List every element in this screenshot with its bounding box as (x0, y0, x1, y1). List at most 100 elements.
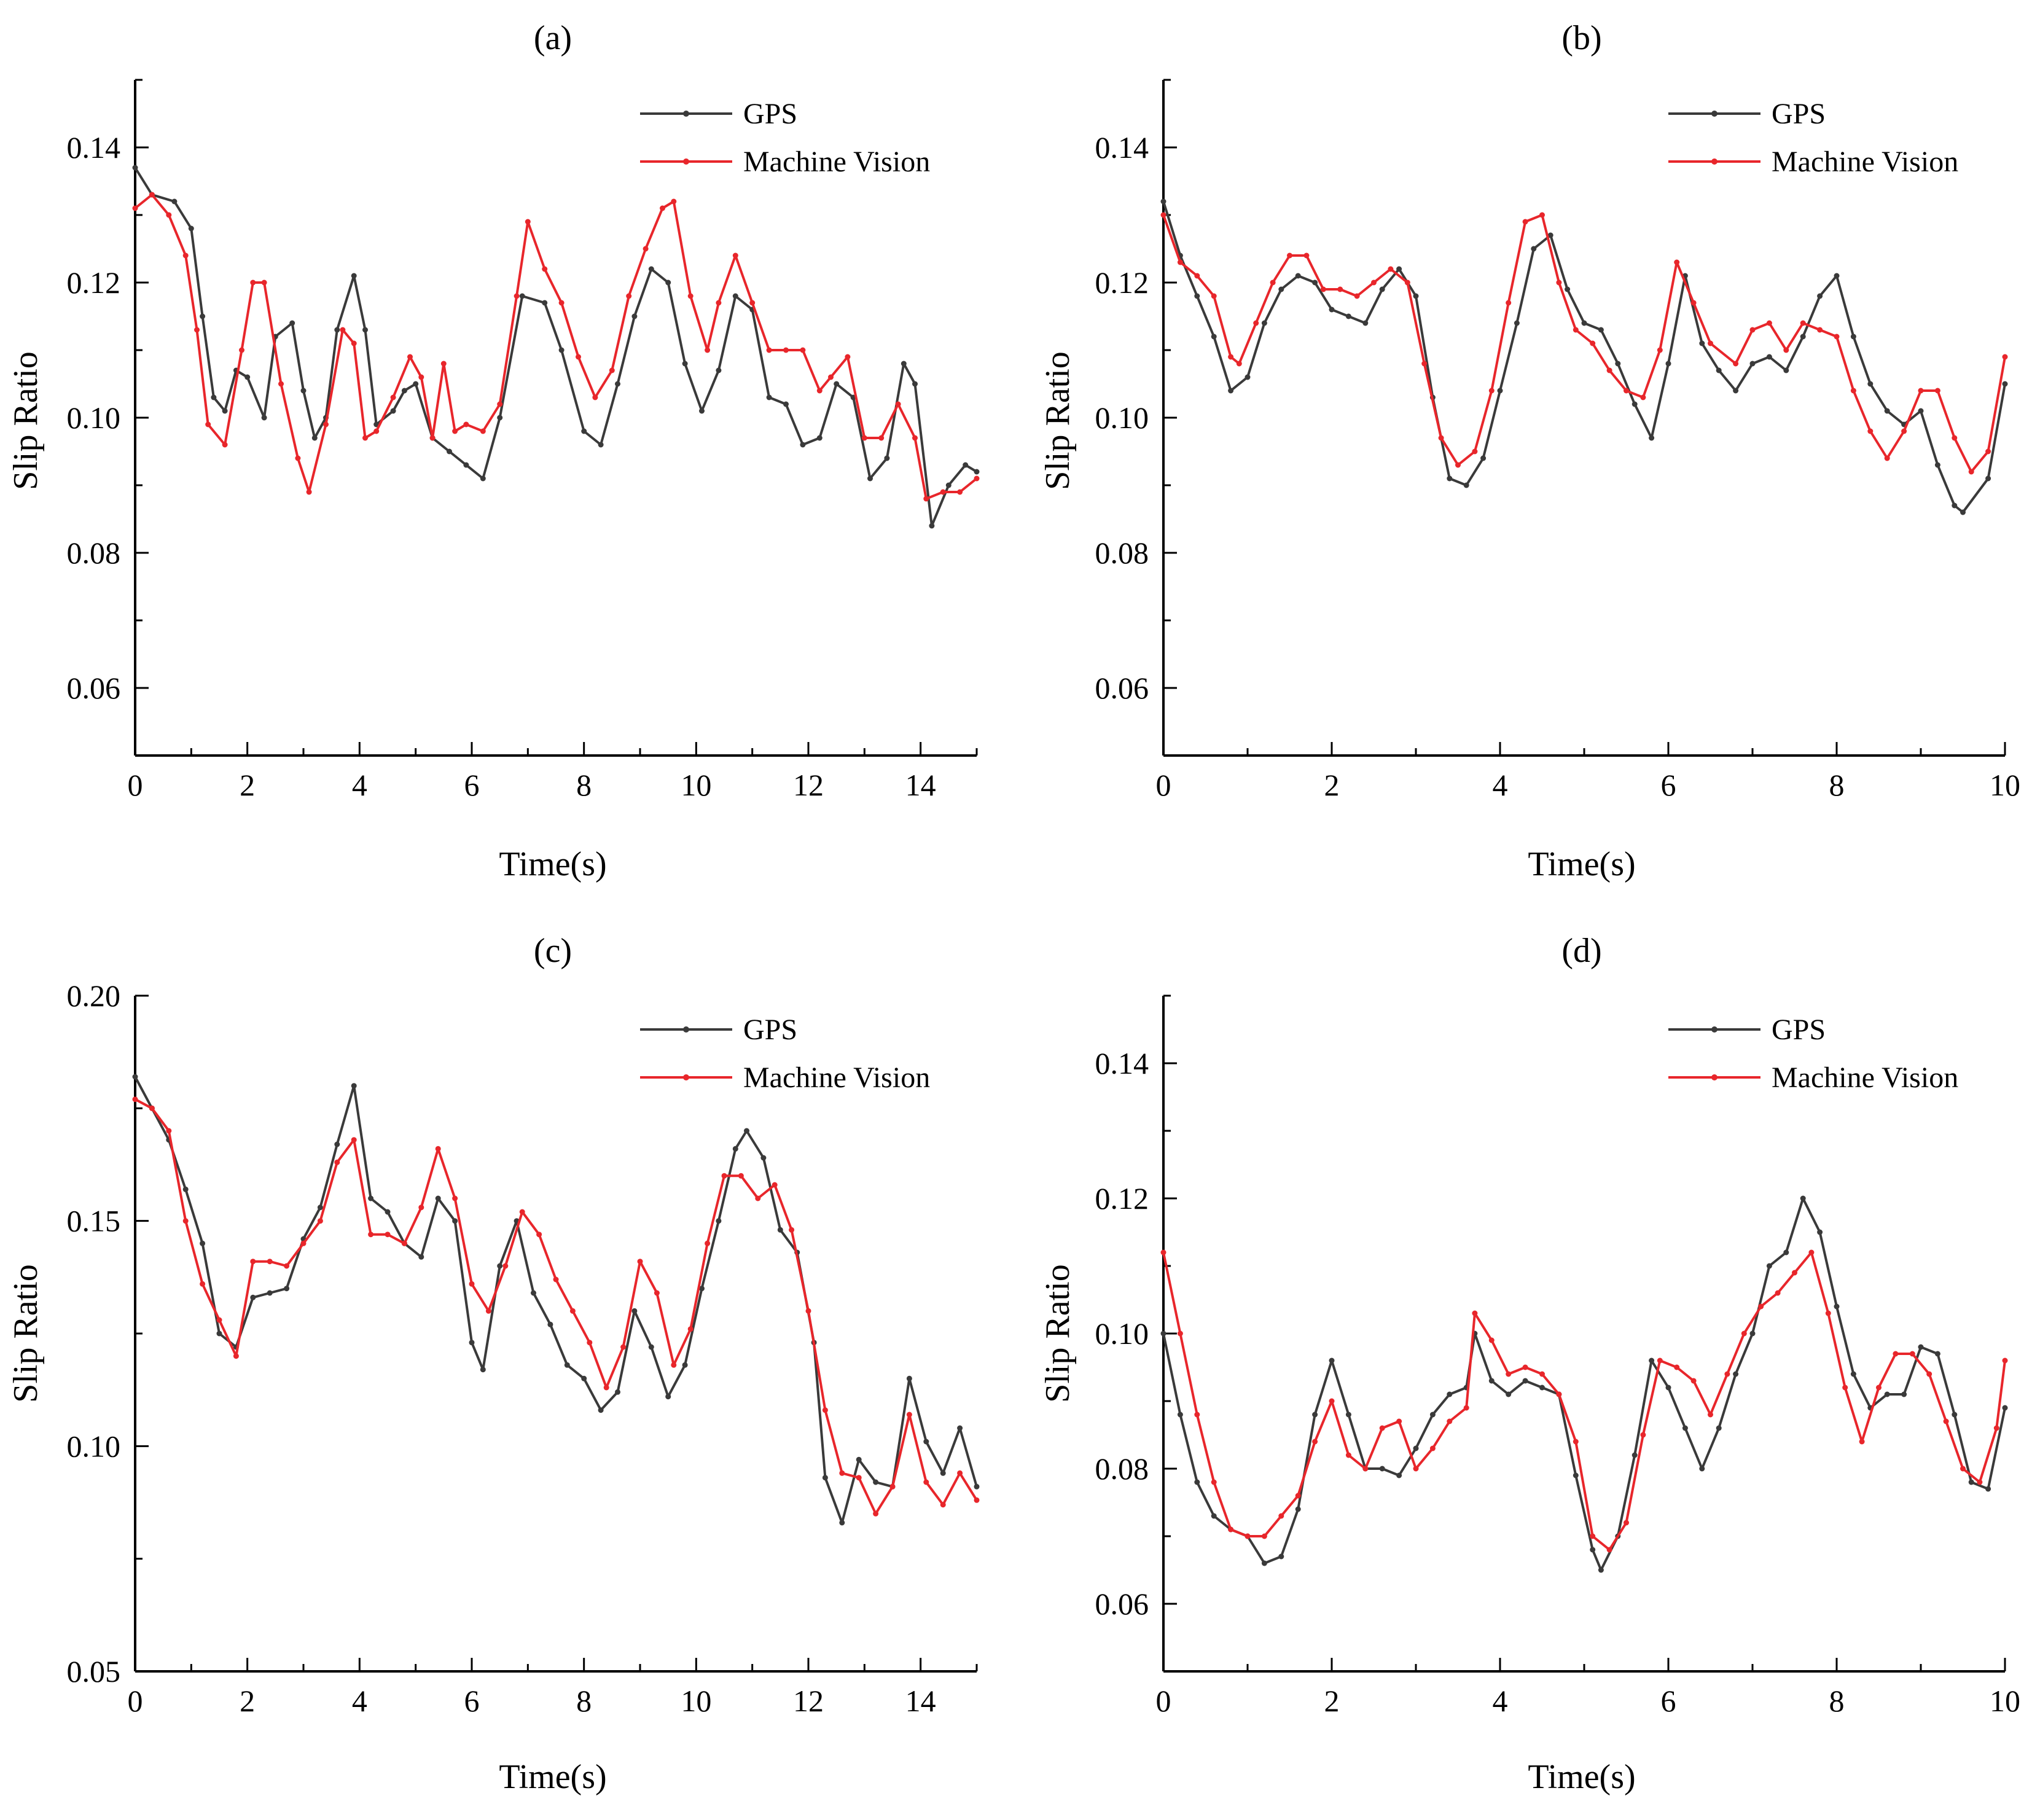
data-point (1312, 279, 1318, 286)
data-point (1261, 1560, 1267, 1566)
data-point (816, 388, 823, 394)
chart-svg-c: (c) 0 2 4 6 8 10 12 14 0.05 0.10 0.15 0.20 GPS Machin… (7, 932, 980, 1796)
data-point (1934, 462, 1940, 468)
data-point (878, 435, 885, 441)
data-point (469, 1340, 475, 1346)
data-point (497, 401, 503, 407)
data-point (738, 1173, 744, 1179)
data-point (480, 1367, 486, 1373)
x-tick-label: 6 (464, 768, 480, 802)
data-point (1657, 347, 1663, 353)
data-point (1463, 1405, 1469, 1411)
data-point (1834, 334, 1840, 340)
data-point (1447, 1391, 1453, 1397)
data-point (1867, 428, 1874, 434)
data-point (1825, 1310, 1831, 1316)
data-point (637, 1259, 643, 1265)
data-point (440, 361, 447, 367)
series-line (135, 1098, 978, 1515)
data-point (2002, 381, 2008, 387)
chart-title: (c) (534, 932, 572, 970)
data-point (323, 421, 329, 428)
series-line (1162, 1251, 2006, 1551)
data-point (1918, 388, 1924, 394)
data-point (1968, 469, 1974, 475)
data-point (1413, 1445, 1419, 1451)
data-point (413, 381, 419, 387)
data-point (929, 523, 935, 529)
data-point (1615, 361, 1621, 367)
data-point (1934, 388, 1940, 394)
data-point (856, 1456, 862, 1463)
data-point (576, 354, 581, 360)
y-axis-label: Slip Ratio (7, 1264, 45, 1403)
y-tick-label: 0.12 (1095, 265, 1149, 300)
data-point (1716, 367, 1722, 373)
data-point (940, 1502, 946, 1508)
data-point (1438, 435, 1444, 441)
data-point (261, 415, 267, 421)
x-tick-label: 4 (1493, 768, 1508, 802)
y-tick-label: 0.14 (1095, 1046, 1149, 1080)
data-point (749, 300, 756, 306)
data-point (1472, 1310, 1478, 1316)
data-point (805, 1308, 811, 1314)
data-point (1488, 388, 1495, 394)
data-point (452, 1195, 458, 1201)
data-point (1724, 1371, 1730, 1377)
legend-marker (1711, 111, 1717, 117)
data-point (963, 462, 969, 468)
data-point (1379, 1466, 1385, 1472)
data-point (1514, 320, 1520, 326)
data-point (699, 1286, 705, 1292)
data-point (1901, 1391, 1907, 1397)
x-axis-label: Time(s) (1528, 1758, 1635, 1796)
data-point (609, 367, 615, 373)
data-point (1749, 361, 1756, 367)
data-point (429, 435, 436, 441)
y-tick-label: 0.05 (67, 1654, 121, 1689)
data-point (1480, 455, 1487, 461)
data-point (1303, 252, 1310, 259)
data-point (1429, 1445, 1436, 1451)
data-point (626, 293, 632, 299)
data-point (957, 489, 963, 495)
data-point (1497, 388, 1503, 394)
legend-label: Machine Vision (1772, 146, 1958, 178)
legend-marker (1711, 1026, 1717, 1033)
data-point (480, 428, 486, 434)
data-point (250, 279, 256, 286)
data-point (665, 279, 671, 286)
x-tick-label: 2 (240, 768, 255, 802)
data-point (1245, 1533, 1251, 1539)
data-point (1177, 1412, 1183, 1418)
data-point (1295, 1506, 1301, 1512)
data-point (598, 442, 604, 448)
x-tick-label: 4 (1493, 1684, 1508, 1718)
data-point (418, 374, 424, 380)
data-point (1800, 334, 1806, 340)
data-point (1236, 361, 1242, 367)
data-point (1918, 1344, 1924, 1350)
data-point (1808, 1249, 1815, 1256)
x-tick-label: 8 (576, 1684, 592, 1718)
y-tick-label: 0.12 (1095, 1181, 1149, 1216)
data-point (1943, 1418, 1949, 1424)
data-point (569, 1308, 576, 1314)
data-point (362, 327, 368, 333)
data-point (1421, 361, 1428, 367)
data-point (744, 1128, 749, 1134)
data-point (564, 1362, 570, 1368)
data-point (1447, 475, 1453, 482)
data-point (1640, 1432, 1646, 1438)
data-point (1211, 1513, 1217, 1519)
data-point (1329, 1398, 1335, 1404)
data-point (373, 428, 380, 434)
data-point (1522, 1364, 1528, 1370)
data-point (497, 1263, 503, 1269)
data-point (1800, 320, 1806, 326)
legend-label: GPS (1772, 98, 1826, 130)
data-point (289, 320, 295, 326)
data-point (1506, 300, 1512, 306)
data-point (974, 1497, 980, 1503)
